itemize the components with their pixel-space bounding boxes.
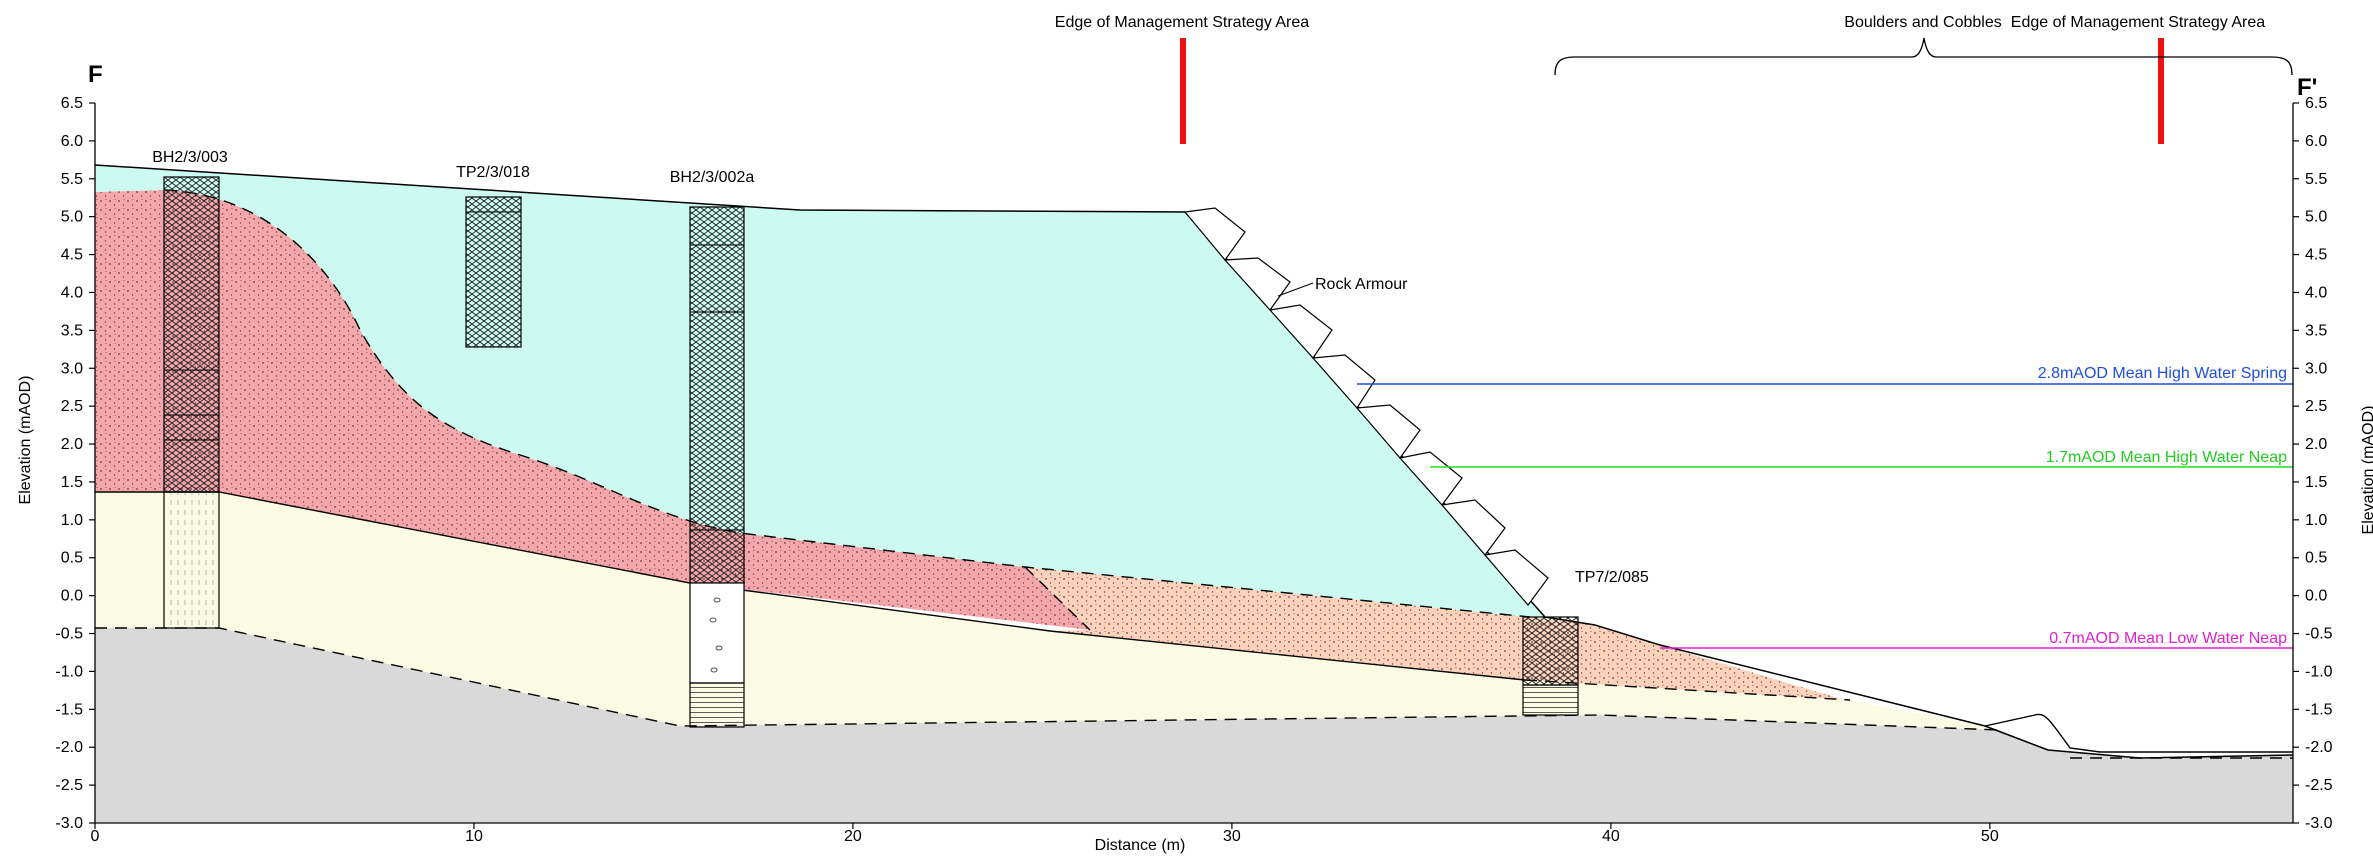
y-tick-label-left: 1.0 [61,512,83,529]
rock-armour-label: Rock Armour [1315,276,1408,293]
edge-right-label: Edge of Management Strategy Area [2011,14,2265,31]
edge-left-label: Edge of Management Strategy Area [1055,14,1309,31]
section-end-label: F' [2297,74,2317,101]
y-tick-label-left: 0.5 [61,550,83,567]
section-start-label: F [88,61,103,88]
made-ground-layer [95,165,1545,617]
tp7-2-085-label: TP7/2/085 [1575,569,1649,586]
borehole-tp7-2-085 [1522,616,1579,716]
y-tick-label-right: 0.0 [2305,588,2327,605]
y-tick-label-right: 2.5 [2305,398,2327,415]
y-tick-label-left: 6.5 [61,95,83,112]
y-tick-label-left: 6.0 [61,133,83,150]
y-tick-label-right: -1.5 [2305,701,2333,718]
y-tick-label-right: 4.5 [2305,247,2327,264]
sand-orange-layer-dots [1025,567,1855,703]
y-axis-right: 6.5 6.0 5.5 5.0 4.5 4.0 3.5 3.0 2.5 2.0 1.5 1.0 0.5 0… [2293,95,2333,832]
x-tick-label: 10 [465,828,483,845]
rock-armour-leader [1277,282,1314,297]
bh2-3-003-label: BH2/3/003 [152,149,228,166]
y-tick-label-right: -2.5 [2305,777,2333,794]
y-tick-label-left: 1.5 [61,474,83,491]
y-tick-label-left: 2.0 [61,436,83,453]
sand-red-layer-dots [95,190,1090,630]
borehole-tp2-3-018 [465,196,522,348]
x-tick-label: 40 [1602,828,1620,845]
y-tick-label-left: -2.5 [55,777,83,794]
y-tick-label-right: 4.0 [2305,284,2327,301]
y-tick-label-right: 3.5 [2305,322,2327,339]
mhwn-label: 1.7mAOD Mean High Water Neap [2046,449,2287,466]
y-tick-label-right: 0.5 [2305,550,2327,567]
y-tick-label-right: 1.0 [2305,512,2327,529]
tp2-3-018-label: TP2/3/018 [456,164,530,181]
y-axis-left: 6.5 6.0 5.5 5.0 4.5 4.0 3.5 3.0 2.5 2.0 1.5 1.0 0.5 0… [55,95,95,832]
y-tick-label-right: 6.5 [2305,95,2327,112]
y-tick-label-left: 5.0 [61,209,83,226]
y-tick-label-right: 5.0 [2305,209,2327,226]
clay-layer [95,492,2000,730]
x-axis-title: Distance (m) [1095,837,1186,854]
x-axis: 0 10 20 30 40 50 [91,823,1999,845]
y-tick-label-right: -3.0 [2305,815,2333,832]
x-tick-label: 20 [844,828,862,845]
y-tick-label-right: 2.0 [2305,436,2327,453]
y-tick-label-left: 2.5 [61,398,83,415]
y-axis-title-left: Elevation (mAOD) [17,376,34,505]
boulders-bracket [1554,37,2293,76]
axes [94,103,2294,824]
y-tick-label-left: -3.0 [55,815,83,832]
y-tick-label-right: 1.5 [2305,474,2327,491]
y-tick-label-left: -1.0 [55,663,83,680]
boulders-label: Boulders and Cobbles [1844,14,2001,31]
y-axis-title-right: Elevation (mAOD) [2360,406,2373,535]
y-tick-label-right: 3.0 [2305,360,2327,377]
y-tick-label-left: 4.0 [61,284,83,301]
rock-armour [1183,207,1549,606]
y-tick-label-left: 4.5 [61,247,83,264]
y-tick-label-right: 5.5 [2305,171,2327,188]
y-tick-label-left: -1.5 [55,701,83,718]
borehole-bh2-3-003 [163,176,220,629]
x-tick-label: 30 [1223,828,1241,845]
y-tick-label-right: -1.0 [2305,663,2333,680]
borehole-bh2-3-002a [689,206,745,728]
y-tick-label-left: 0.0 [61,588,83,605]
y-tick-label-right: 6.0 [2305,133,2327,150]
mlwn-label: 0.7mAOD Mean Low Water Neap [2049,630,2287,647]
y-tick-label-left: 3.0 [61,360,83,377]
y-tick-label-right: -0.5 [2305,626,2333,643]
y-tick-label-left: 3.5 [61,322,83,339]
y-tick-label-left: -0.5 [55,626,83,643]
water-levels: 2.8mAOD Mean High Water Spring 1.7mAOD M… [1357,365,2293,649]
x-tick-label: 0 [91,828,100,845]
y-tick-label-left: 5.5 [61,171,83,188]
mhws-label: 2.8mAOD Mean High Water Spring [2038,365,2287,382]
edge-left-marker [1180,38,1186,144]
bh2-3-002a-label: BH2/3/002a [670,169,755,186]
edge-right-marker [2158,38,2164,144]
x-tick-label: 50 [1981,828,1999,845]
geology-layers [95,165,2293,823]
y-tick-label-left: -2.0 [55,739,83,756]
y-tick-label-right: -2.0 [2305,739,2333,756]
bedrock-layer [95,628,2293,823]
